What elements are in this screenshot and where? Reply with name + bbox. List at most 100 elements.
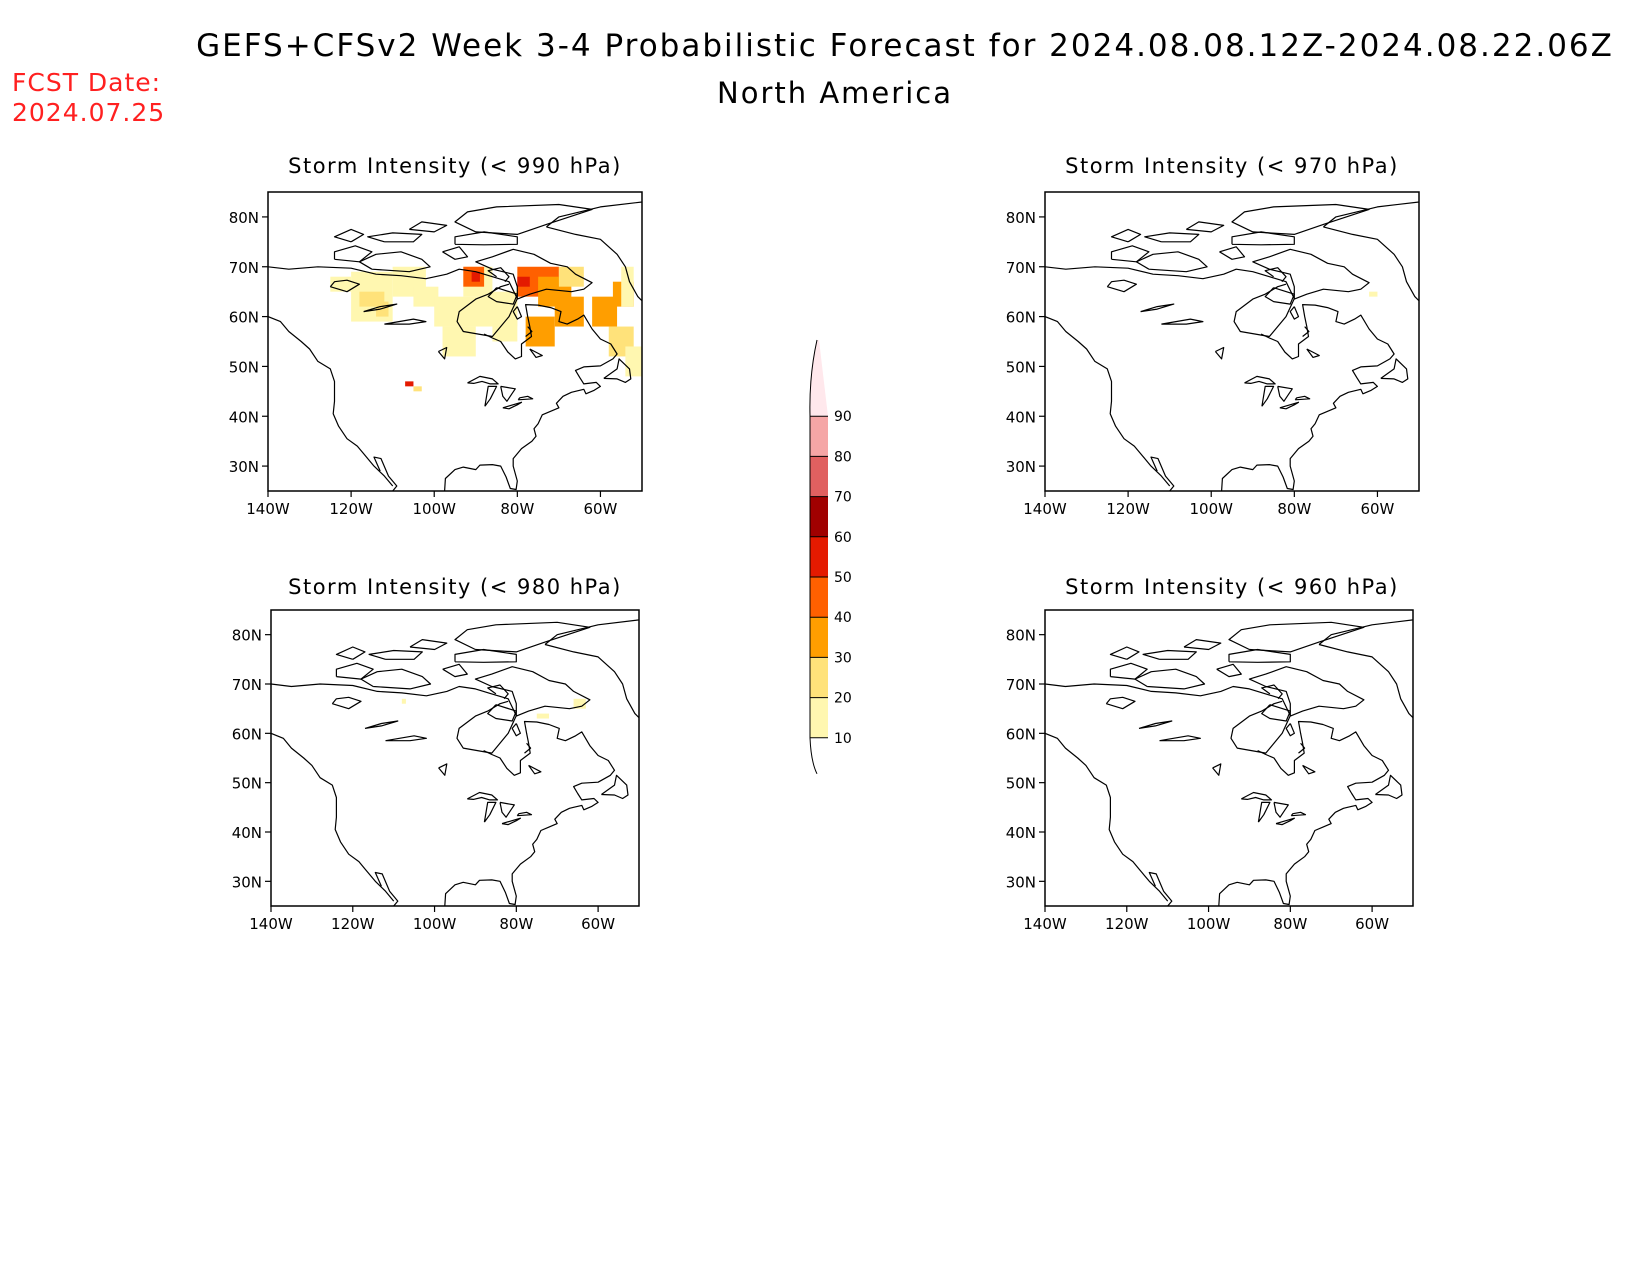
coastline (1298, 742, 1306, 754)
coastline (1045, 732, 1169, 902)
coastline (1216, 663, 1242, 678)
y-tick-label: 30N (232, 873, 262, 891)
coastline (499, 801, 515, 818)
coastline (363, 303, 398, 313)
coastline (271, 683, 517, 754)
coastline (409, 639, 448, 651)
coastline (1261, 684, 1283, 700)
coastline (517, 395, 534, 401)
x-tick-label: 60W (1360, 500, 1394, 518)
y-tick-label: 70N (1006, 676, 1036, 694)
y-tick-label: 70N (229, 259, 259, 277)
coastline (1318, 619, 1413, 719)
coastline (1161, 318, 1204, 325)
y-tick-label: 50N (232, 775, 262, 793)
map-panel-p980: Storm Intensity (< 980 hPa) 140W 120W 100W 8… (232, 575, 640, 933)
coastline (1105, 696, 1136, 710)
y-tick-label: 50N (1006, 775, 1036, 793)
coastline (1144, 232, 1200, 243)
probability-cell (1369, 291, 1378, 297)
coastline (444, 304, 618, 491)
probability-cell (401, 698, 406, 704)
coastline (1231, 203, 1370, 235)
coastline (1277, 385, 1293, 402)
y-tick-label: 30N (1006, 458, 1036, 476)
coastline (467, 791, 499, 801)
probability-cell (525, 316, 555, 347)
coastline (454, 203, 593, 235)
map-panel-p990: Storm Intensity (< 990 hPa) 140W 120W 100W 8… (229, 154, 643, 518)
x-tick-label: 140W (1023, 915, 1067, 933)
coastline (1135, 251, 1208, 273)
panel-title: Storm Intensity (< 970 hPa) (1065, 154, 1399, 178)
colorbar-tick-label: 20 (834, 691, 852, 707)
coastline (501, 817, 521, 826)
map-frame (270, 609, 640, 907)
x-tick-label: 140W (1023, 500, 1067, 518)
coastline (1231, 231, 1295, 246)
coastline (1110, 228, 1142, 243)
x-tick-label: 80W (499, 915, 533, 933)
coastline (364, 720, 399, 729)
colorbar-tick-label: 10 (834, 731, 852, 747)
map-frame (1044, 191, 1420, 492)
coastline (546, 201, 642, 302)
colorbar-tick-label: 60 (834, 530, 852, 546)
coastline (512, 306, 523, 320)
coastline (1294, 395, 1311, 401)
coastline (271, 732, 395, 902)
coastline (1275, 817, 1295, 826)
y-tick-label: 60N (232, 725, 262, 743)
coastline (1241, 791, 1273, 801)
coastline (511, 723, 521, 737)
y-tick-label: 40N (1006, 824, 1036, 842)
x-tick-label: 120W (331, 915, 375, 933)
coastline (529, 348, 543, 358)
coastline (1264, 267, 1287, 283)
coastline (1252, 248, 1370, 300)
coastline (1380, 358, 1409, 383)
coastline (483, 801, 497, 823)
coastline (1218, 720, 1390, 906)
coastline (442, 246, 469, 260)
coastline (500, 385, 516, 402)
coastline (487, 287, 518, 305)
x-tick-label: 100W (1187, 915, 1231, 933)
x-tick-label: 120W (1105, 915, 1149, 933)
probability-cell (471, 271, 480, 282)
coastline (1257, 801, 1271, 823)
colorbar-segment (810, 536, 828, 577)
coastline (1289, 306, 1300, 320)
colorbar-tick-label: 50 (834, 570, 852, 586)
coastline (474, 666, 591, 717)
coastline (1302, 764, 1316, 775)
coastline (333, 228, 365, 243)
x-tick-label: 120W (1106, 500, 1150, 518)
x-tick-label: 60W (1355, 915, 1389, 933)
coastline (475, 248, 593, 300)
coastline (335, 662, 374, 680)
x-tick-label: 140W (246, 500, 290, 518)
colorbar-segment (810, 340, 828, 417)
y-tick-label: 40N (1006, 408, 1036, 426)
probability-cell (621, 266, 634, 307)
coastline (1150, 456, 1175, 491)
y-tick-label: 60N (229, 309, 259, 327)
colorbar-segment (810, 496, 828, 537)
probability-cell (517, 276, 530, 287)
colorbar-segment (810, 617, 828, 658)
coastline (484, 385, 498, 407)
x-tick-label: 80W (1273, 915, 1307, 933)
y-tick-label: 70N (232, 676, 262, 694)
x-tick-label: 60W (581, 915, 615, 933)
fcst-date-value: 2024.07.25 (12, 98, 166, 127)
coastline (367, 232, 423, 243)
coastline (437, 346, 448, 360)
panel-title: Storm Intensity (< 980 hPa) (288, 575, 622, 599)
coastline (601, 774, 629, 800)
coastline (368, 649, 423, 660)
coastline (408, 221, 448, 233)
panel-title: Storm Intensity (< 960 hPa) (1065, 575, 1399, 599)
coastline (268, 316, 394, 487)
